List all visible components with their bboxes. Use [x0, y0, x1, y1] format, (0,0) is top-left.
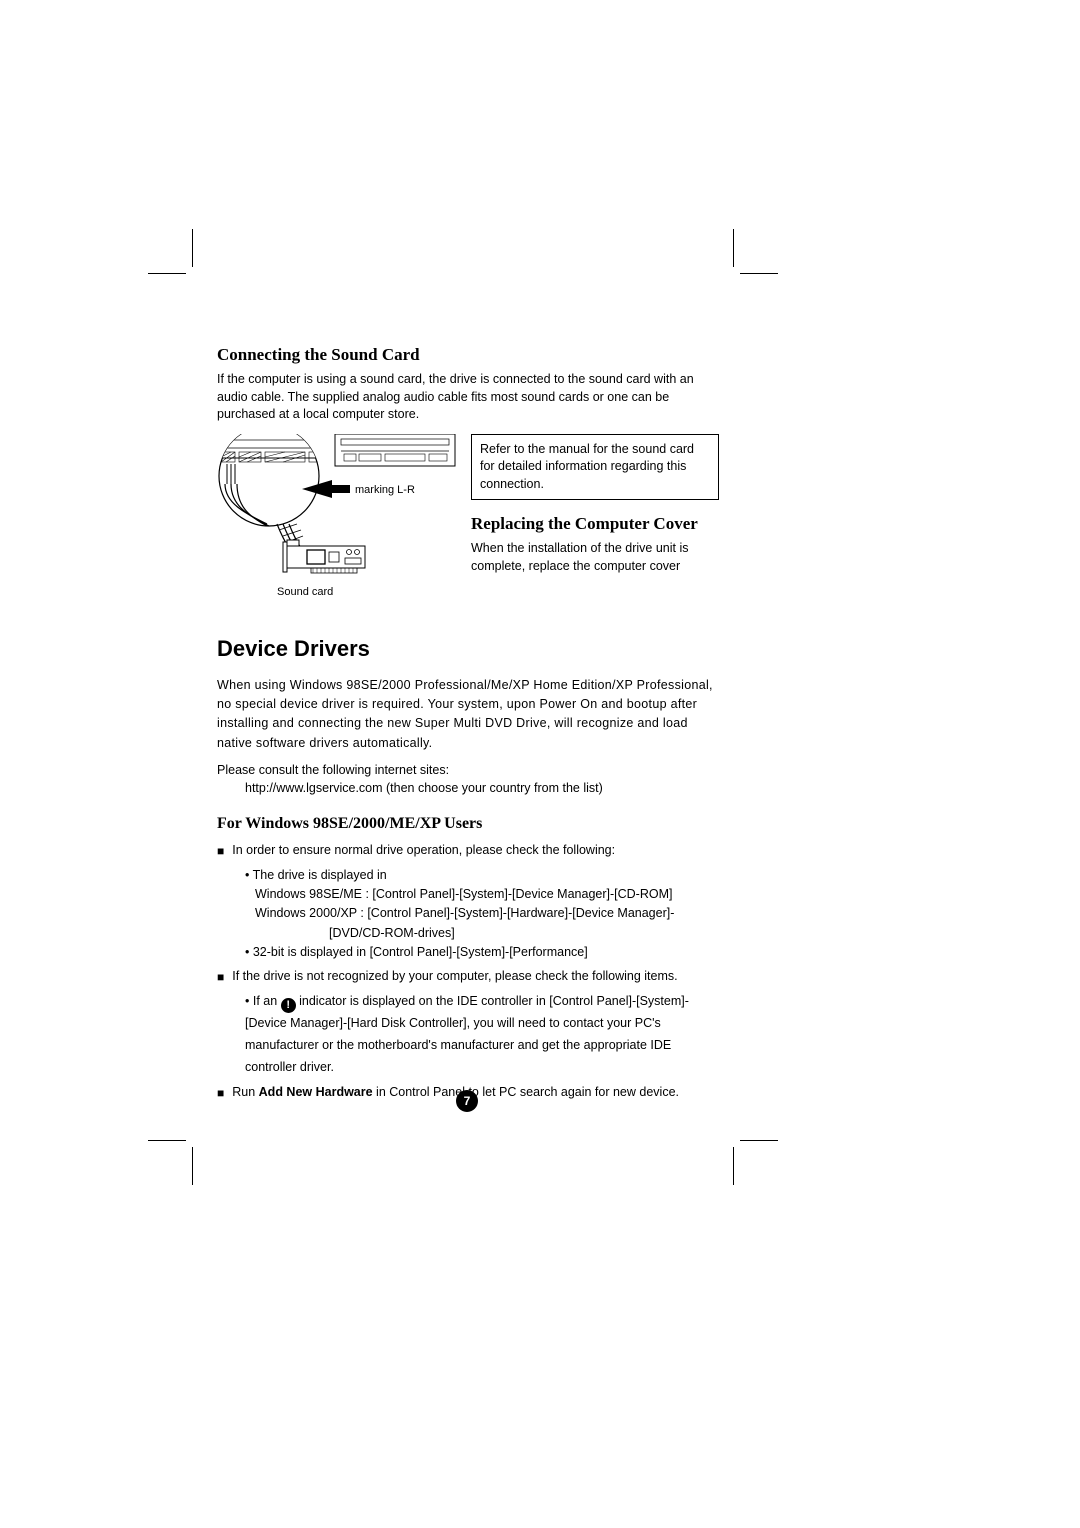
- page-number: 7: [464, 1094, 471, 1108]
- label-sound-card: Sound card: [277, 586, 519, 598]
- bullet-2: ■ If the drive is not recognized by your…: [217, 967, 717, 987]
- note-box: Refer to the manual for the sound card f…: [471, 434, 719, 501]
- crop-mark: [740, 1140, 778, 1141]
- bullet-1b: • 32-bit is displayed in [Control Panel]…: [217, 943, 717, 962]
- exclamation-icon: !: [281, 998, 296, 1013]
- square-bullet-icon: ■: [217, 841, 224, 861]
- crop-mark: [733, 229, 734, 267]
- bullet-1a-2: Windows 2000/XP : [Control Panel]-[Syste…: [217, 904, 717, 923]
- bullet-1-text: In order to ensure normal drive operatio…: [232, 841, 615, 861]
- page-content: Connecting the Sound Card If the compute…: [217, 345, 717, 1107]
- heading-device-drivers: Device Drivers: [217, 636, 717, 662]
- bullet-1a-3: [DVD/CD-ROM-drives]: [217, 924, 717, 943]
- body-device-drivers-1: When using Windows 98SE/2000 Professiona…: [217, 676, 717, 754]
- square-bullet-icon: ■: [217, 967, 224, 987]
- page-number-badge: 7: [456, 1090, 478, 1112]
- diagram-column: marking L-R Sound card: [217, 434, 459, 608]
- bullet-1: ■ In order to ensure normal drive operat…: [217, 841, 717, 861]
- heading-replacing-cover: Replacing the Computer Cover: [471, 514, 719, 534]
- bullet-3-bold: Add New Hardware: [259, 1085, 373, 1099]
- crop-mark: [192, 1147, 193, 1185]
- bullet-2a-prefix: • If an: [245, 994, 281, 1008]
- crop-mark: [148, 1140, 186, 1141]
- square-bullet-icon: ■: [217, 1083, 224, 1103]
- crop-mark: [148, 273, 186, 274]
- crop-mark: [740, 273, 778, 274]
- sound-card-diagram: [217, 434, 459, 584]
- bullet-1a: • The drive is displayed in: [217, 866, 717, 885]
- bullet-2-text: If the drive is not recognized by your c…: [232, 967, 677, 987]
- bullet-2a-suffix: indicator is displayed on the IDE contro…: [245, 994, 689, 1074]
- crop-mark: [192, 229, 193, 267]
- bullet-3-suffix: in Control Panel to let PC search again …: [373, 1085, 679, 1099]
- crop-mark: [733, 1147, 734, 1185]
- bullet-1a-1: Windows 98SE/ME : [Control Panel]-[Syste…: [217, 885, 717, 904]
- body-connecting-sound-card: If the computer is using a sound card, t…: [217, 371, 717, 424]
- body-replacing-cover: When the installation of the drive unit …: [471, 540, 719, 575]
- right-column: Refer to the manual for the sound card f…: [471, 434, 719, 608]
- bullet-3-prefix: Run: [232, 1085, 258, 1099]
- bullet-2a: • If an ! indicator is displayed on the …: [217, 991, 717, 1079]
- heading-connecting-sound-card: Connecting the Sound Card: [217, 345, 717, 365]
- body-device-drivers-2: Please consult the following internet si…: [217, 761, 717, 779]
- label-marking-lr: marking L-R: [355, 484, 445, 496]
- diagram-row: marking L-R Sound card Refer to the manu…: [217, 434, 717, 608]
- heading-windows-users: For Windows 98SE/2000/ME/XP Users: [217, 815, 717, 833]
- body-device-drivers-2-sub: http://www.lgservice.com (then choose yo…: [217, 779, 717, 797]
